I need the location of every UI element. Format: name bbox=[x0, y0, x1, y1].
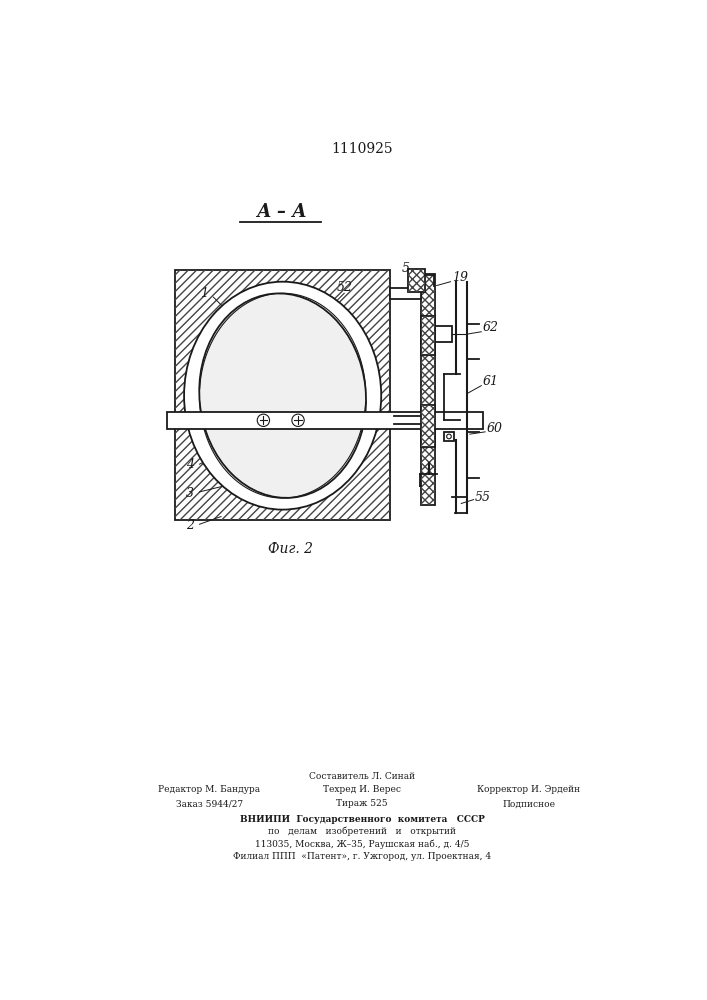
Bar bbox=[175, 270, 390, 520]
Text: 4: 4 bbox=[186, 458, 194, 471]
Bar bbox=[167, 412, 483, 429]
Text: Филиал ППП  «Патент», г. Ужгород, ул. Проектная, 4: Филиал ППП «Патент», г. Ужгород, ул. Про… bbox=[233, 852, 491, 861]
Bar bbox=[421, 274, 435, 505]
Text: Фиг. 2: Фиг. 2 bbox=[268, 542, 312, 556]
Text: по   делам   изобретений   и   открытий: по делам изобретений и открытий bbox=[268, 827, 456, 836]
Text: 52: 52 bbox=[337, 281, 352, 294]
Text: Подписное: Подписное bbox=[503, 799, 556, 808]
Text: Техред И. Верес: Техред И. Верес bbox=[323, 785, 401, 794]
Text: 113035, Москва, Ж–35, Раушская наб., д. 4/5: 113035, Москва, Ж–35, Раушская наб., д. … bbox=[255, 839, 469, 849]
Text: 1: 1 bbox=[200, 287, 208, 300]
Text: 55: 55 bbox=[475, 491, 491, 504]
Text: 60: 60 bbox=[486, 422, 503, 434]
Text: 3: 3 bbox=[186, 487, 194, 500]
Text: Тираж 525: Тираж 525 bbox=[336, 799, 387, 808]
Bar bbox=[421, 316, 435, 355]
Text: 1110925: 1110925 bbox=[331, 142, 393, 156]
Ellipse shape bbox=[184, 282, 381, 510]
Bar bbox=[435, 326, 452, 342]
Ellipse shape bbox=[199, 293, 366, 498]
Bar bbox=[175, 270, 390, 520]
Text: 19: 19 bbox=[452, 271, 468, 284]
Text: 2: 2 bbox=[186, 519, 194, 532]
Bar bbox=[421, 405, 435, 447]
Text: Составитель Л. Синай: Составитель Л. Синай bbox=[309, 772, 415, 781]
Bar bbox=[421, 274, 435, 505]
Circle shape bbox=[257, 414, 269, 426]
Text: Редактор М. Бандура: Редактор М. Бандура bbox=[158, 785, 261, 794]
Circle shape bbox=[447, 434, 451, 439]
Text: А – А: А – А bbox=[256, 203, 306, 221]
Bar bbox=[408, 269, 425, 292]
Bar bbox=[408, 269, 425, 292]
Text: 62: 62 bbox=[483, 321, 499, 334]
Text: Заказ 5944/27: Заказ 5944/27 bbox=[176, 799, 243, 808]
Bar bbox=[421, 316, 435, 355]
Text: 5: 5 bbox=[402, 262, 410, 275]
Text: 61: 61 bbox=[483, 375, 499, 388]
Text: ВНИИПИ  Государственного  комитета   СССР: ВНИИПИ Государственного комитета СССР bbox=[240, 815, 484, 824]
Circle shape bbox=[292, 414, 304, 426]
Bar bbox=[390, 288, 421, 299]
Bar bbox=[444, 432, 454, 441]
Bar bbox=[421, 405, 435, 447]
Text: Корректор И. Эрдейн: Корректор И. Эрдейн bbox=[477, 785, 580, 794]
